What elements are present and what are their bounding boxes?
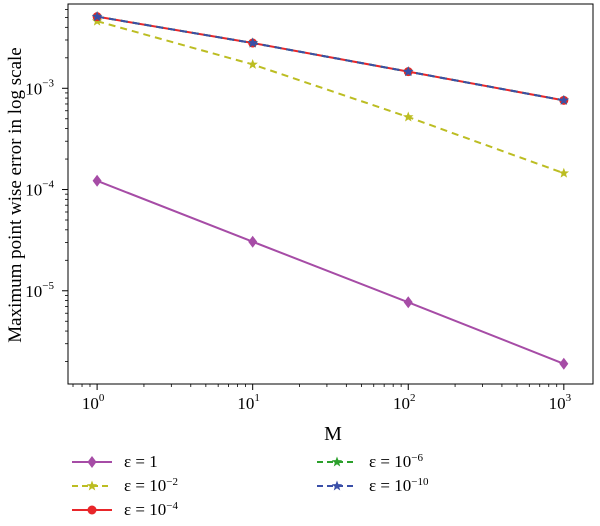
- legend-item: ε = 10−10: [315, 476, 428, 496]
- x-tick-label: 100: [82, 392, 105, 413]
- legend-label: ε = 10−4: [124, 500, 178, 519]
- legend-marker: [331, 480, 343, 491]
- y-axis: 10−3 10−4 10−5: [25, 9, 68, 362]
- plot-area: [67, 3, 594, 385]
- series-line: [96, 20, 565, 175]
- x-tick-label: 102: [393, 392, 416, 413]
- data-point: [247, 37, 258, 48]
- legend-item: ε = 10−2: [70, 476, 178, 496]
- data-point: [403, 66, 414, 77]
- x-tick-label: 101: [237, 392, 260, 413]
- x-tick-label: 103: [549, 392, 572, 413]
- data-point: [91, 11, 103, 22]
- data-point: [558, 167, 570, 178]
- data-point: [403, 111, 414, 122]
- data-point: [248, 235, 258, 248]
- legend-swatch: [317, 480, 357, 491]
- legend-item: ε = 10−6: [315, 452, 423, 472]
- x-axis-label: M: [324, 423, 342, 445]
- y-axis-label: Maximum point wise error in log scale: [5, 47, 26, 343]
- legend-item: ε = 1: [70, 452, 158, 472]
- data-point: [247, 58, 258, 69]
- legend-label: ε = 10−6: [369, 452, 423, 471]
- legend-marker: [86, 480, 98, 491]
- legend-swatch: [72, 505, 112, 515]
- legend: ε = 1 ε = 10−2 ε = 10−4 ε = 10−6 ε = 10−10: [70, 452, 570, 524]
- data-point: [558, 94, 570, 105]
- legend-swatch: [72, 480, 112, 491]
- legend-marker: [331, 456, 343, 467]
- data-point: [403, 296, 413, 309]
- data-point: [559, 357, 569, 370]
- series-line: [96, 15, 565, 102]
- legend-label: ε = 1: [124, 452, 158, 471]
- series-1: [91, 15, 570, 178]
- chart: 100 101 102 103 10−3 10−4 10−5 M Maximum poin…: [5, 3, 594, 445]
- series-4: [91, 11, 570, 105]
- legend-swatch: [317, 456, 357, 467]
- series-layer: [91, 11, 570, 370]
- y-tick-label: 10−4: [25, 179, 54, 200]
- legend-marker: [87, 505, 97, 515]
- y-tick-label: 10−3: [25, 77, 54, 98]
- legend-label: ε = 10−10: [369, 476, 429, 495]
- legend-item: ε = 10−4: [70, 500, 178, 520]
- x-axis: 100 101 102 103: [72, 384, 572, 413]
- series-0: [92, 174, 569, 370]
- plot-frame: [67, 3, 594, 385]
- legend-label: ε = 10−2: [124, 476, 178, 495]
- y-tick-label: 10−5: [25, 280, 54, 301]
- legend-marker: [87, 456, 97, 468]
- series-line: [96, 179, 565, 365]
- series-line: [96, 15, 565, 102]
- data-point: [92, 174, 102, 187]
- legend-swatch: [72, 456, 112, 468]
